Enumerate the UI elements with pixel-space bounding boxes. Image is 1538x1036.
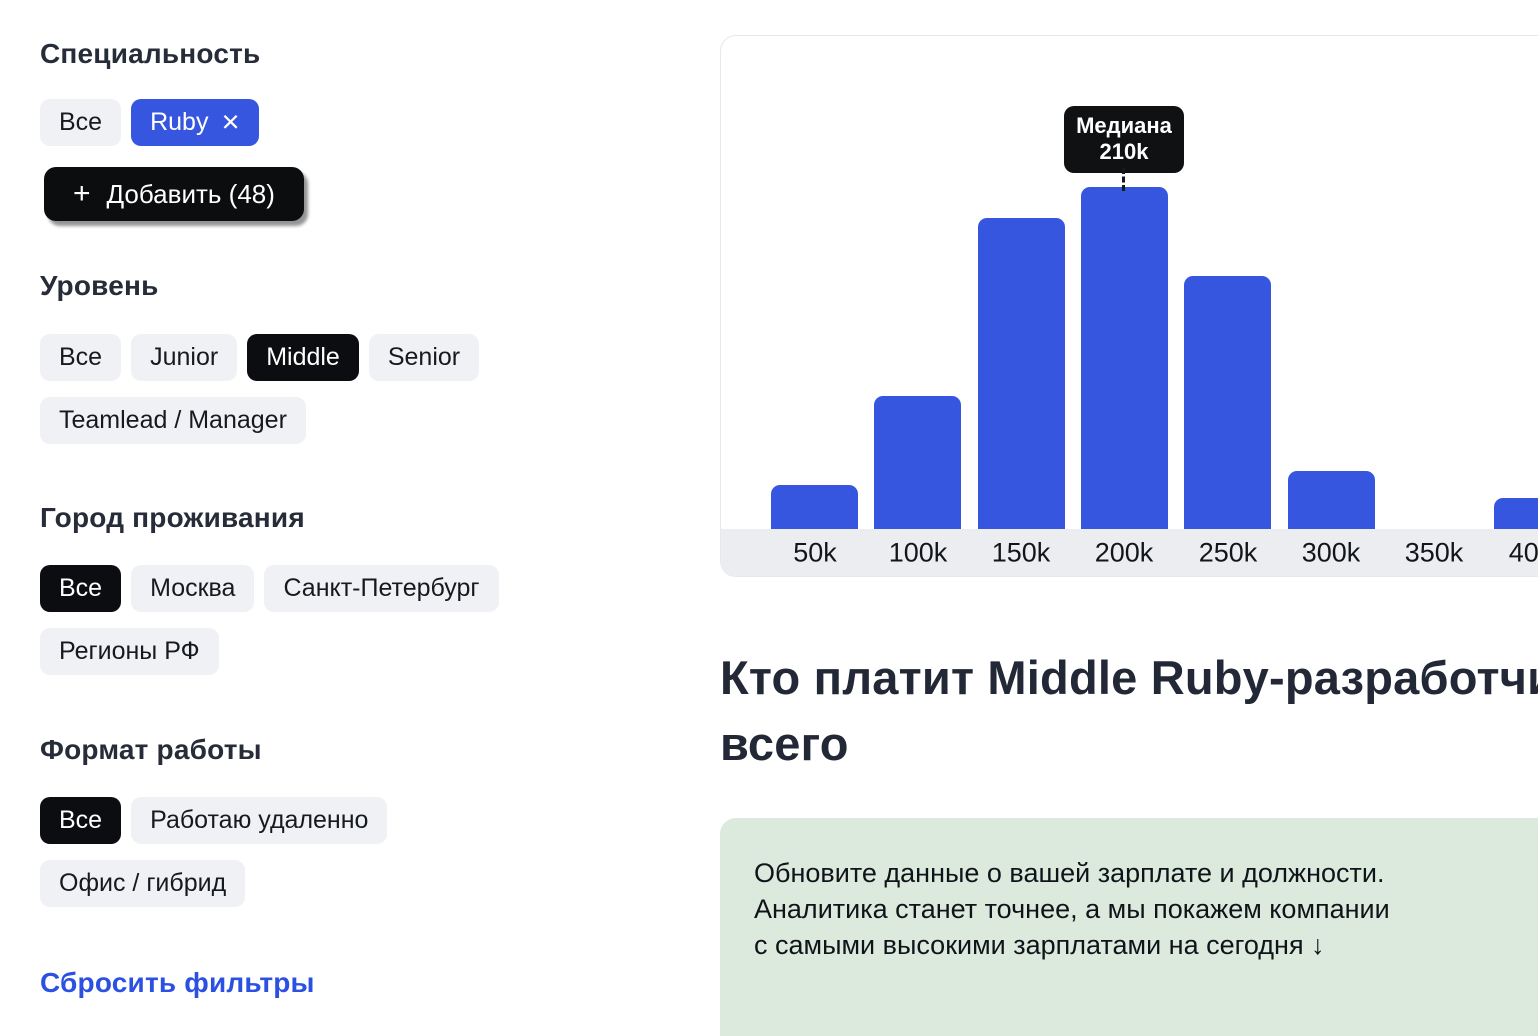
filter-section-specialty: Специальность Все Ruby × + Добавить (48): [40, 38, 612, 221]
median-tooltip-label: Медиана: [1076, 113, 1172, 138]
histogram-bar-100k: [874, 396, 961, 529]
histogram-bar-300k: [1288, 471, 1375, 529]
axis-label-50k: 50k: [793, 537, 837, 567]
chip-level-senior[interactable]: Senior: [368, 334, 480, 381]
histogram-bar-250k: [1184, 276, 1271, 529]
chip-format-office[interactable]: Офис / гибрид: [40, 860, 246, 907]
histogram-axis: 50k 100k 150k 200k 250k 300k 350k 400k: [721, 529, 1538, 576]
median-tooltip-value: 210k: [1099, 139, 1149, 164]
median-tooltip: Медиана 210k: [1064, 106, 1184, 173]
chip-level-junior[interactable]: Junior: [131, 334, 238, 381]
filter-section-format: Формат работы Все Работаю удаленно Офис …: [40, 734, 612, 907]
histogram-bar-50k: [771, 485, 858, 529]
city-chip-row: Все Москва Санкт-Петербург Регионы РФ: [40, 565, 600, 675]
median-dash-line: [1122, 168, 1125, 191]
reset-filters-link[interactable]: Сбросить фильтры: [40, 967, 315, 998]
level-chip-row: Все Junior Middle Senior Teamlead / Mana…: [40, 334, 600, 444]
filter-section-city: Город проживания Все Москва Санкт-Петерб…: [40, 502, 612, 675]
chip-city-spb[interactable]: Санкт-Петербург: [264, 565, 499, 612]
info-line-2: Аналитика станет точнее, а мы покажем ко…: [754, 894, 1390, 924]
axis-label-350k: 350k: [1404, 537, 1464, 567]
salary-histogram-card: 50k 100k 150k 200k 250k 300k 350k 400k Медиана …: [720, 35, 1538, 577]
chip-level-all[interactable]: Все: [40, 334, 122, 381]
add-specialty-button[interactable]: + Добавить (48): [44, 167, 304, 221]
filters-sidebar: Специальность Все Ruby × + Добавить (48)…: [40, 38, 612, 999]
axis-label-300k: 300k: [1301, 537, 1361, 567]
plus-icon: +: [73, 177, 91, 210]
filter-title-specialty: Специальность: [40, 38, 261, 69]
filter-title-format: Формат работы: [40, 734, 262, 765]
chip-specialty-all[interactable]: Все: [40, 99, 122, 146]
filter-title-city: Город проживания: [40, 502, 305, 533]
info-line-1: Обновите данные о вашей зарплате и должн…: [754, 858, 1385, 888]
page-title-line2: всего: [720, 717, 849, 770]
filter-title-level: Уровень: [40, 270, 159, 301]
histogram-bar-200k: [1081, 187, 1168, 529]
info-line-3: с самыми высокими зарплатами на сегодня …: [754, 930, 1325, 960]
close-icon[interactable]: ×: [221, 103, 240, 139]
axis-label-150k: 150k: [991, 537, 1051, 567]
histogram-bar-150k: [978, 218, 1065, 529]
page-title: Кто платит Middle Ruby-разработчикам бол…: [720, 645, 1538, 777]
chip-level-teamlead[interactable]: Teamlead / Manager: [40, 397, 306, 444]
axis-label-100k: 100k: [888, 537, 948, 567]
axis-label-250k: 250k: [1198, 537, 1258, 567]
chip-city-regions[interactable]: Регионы РФ: [40, 628, 219, 675]
axis-label-200k: 200k: [1094, 537, 1154, 567]
axis-label-400k: 400k: [1508, 537, 1538, 567]
chip-level-middle[interactable]: Middle: [247, 334, 359, 381]
page-title-line1: Кто платит Middle Ruby-разработчикам бол…: [720, 651, 1538, 704]
specialty-chip-row: Все Ruby ×: [40, 99, 600, 146]
histogram-bar-400k: [1494, 498, 1538, 529]
chip-format-all[interactable]: Все: [40, 797, 122, 844]
chip-city-moscow[interactable]: Москва: [131, 565, 255, 612]
filter-section-level: Уровень Все Junior Middle Senior Teamlea…: [40, 270, 612, 444]
chip-city-all[interactable]: Все: [40, 565, 122, 612]
chip-specialty-ruby[interactable]: Ruby ×: [131, 99, 259, 146]
update-salary-info-box: Обновите данные о вашей зарплате и должн…: [720, 818, 1538, 1036]
format-chip-row: Все Работаю удаленно Офис / гибрид: [40, 797, 600, 907]
chip-format-remote[interactable]: Работаю удаленно: [131, 797, 388, 844]
histogram-bars: [721, 36, 1538, 529]
